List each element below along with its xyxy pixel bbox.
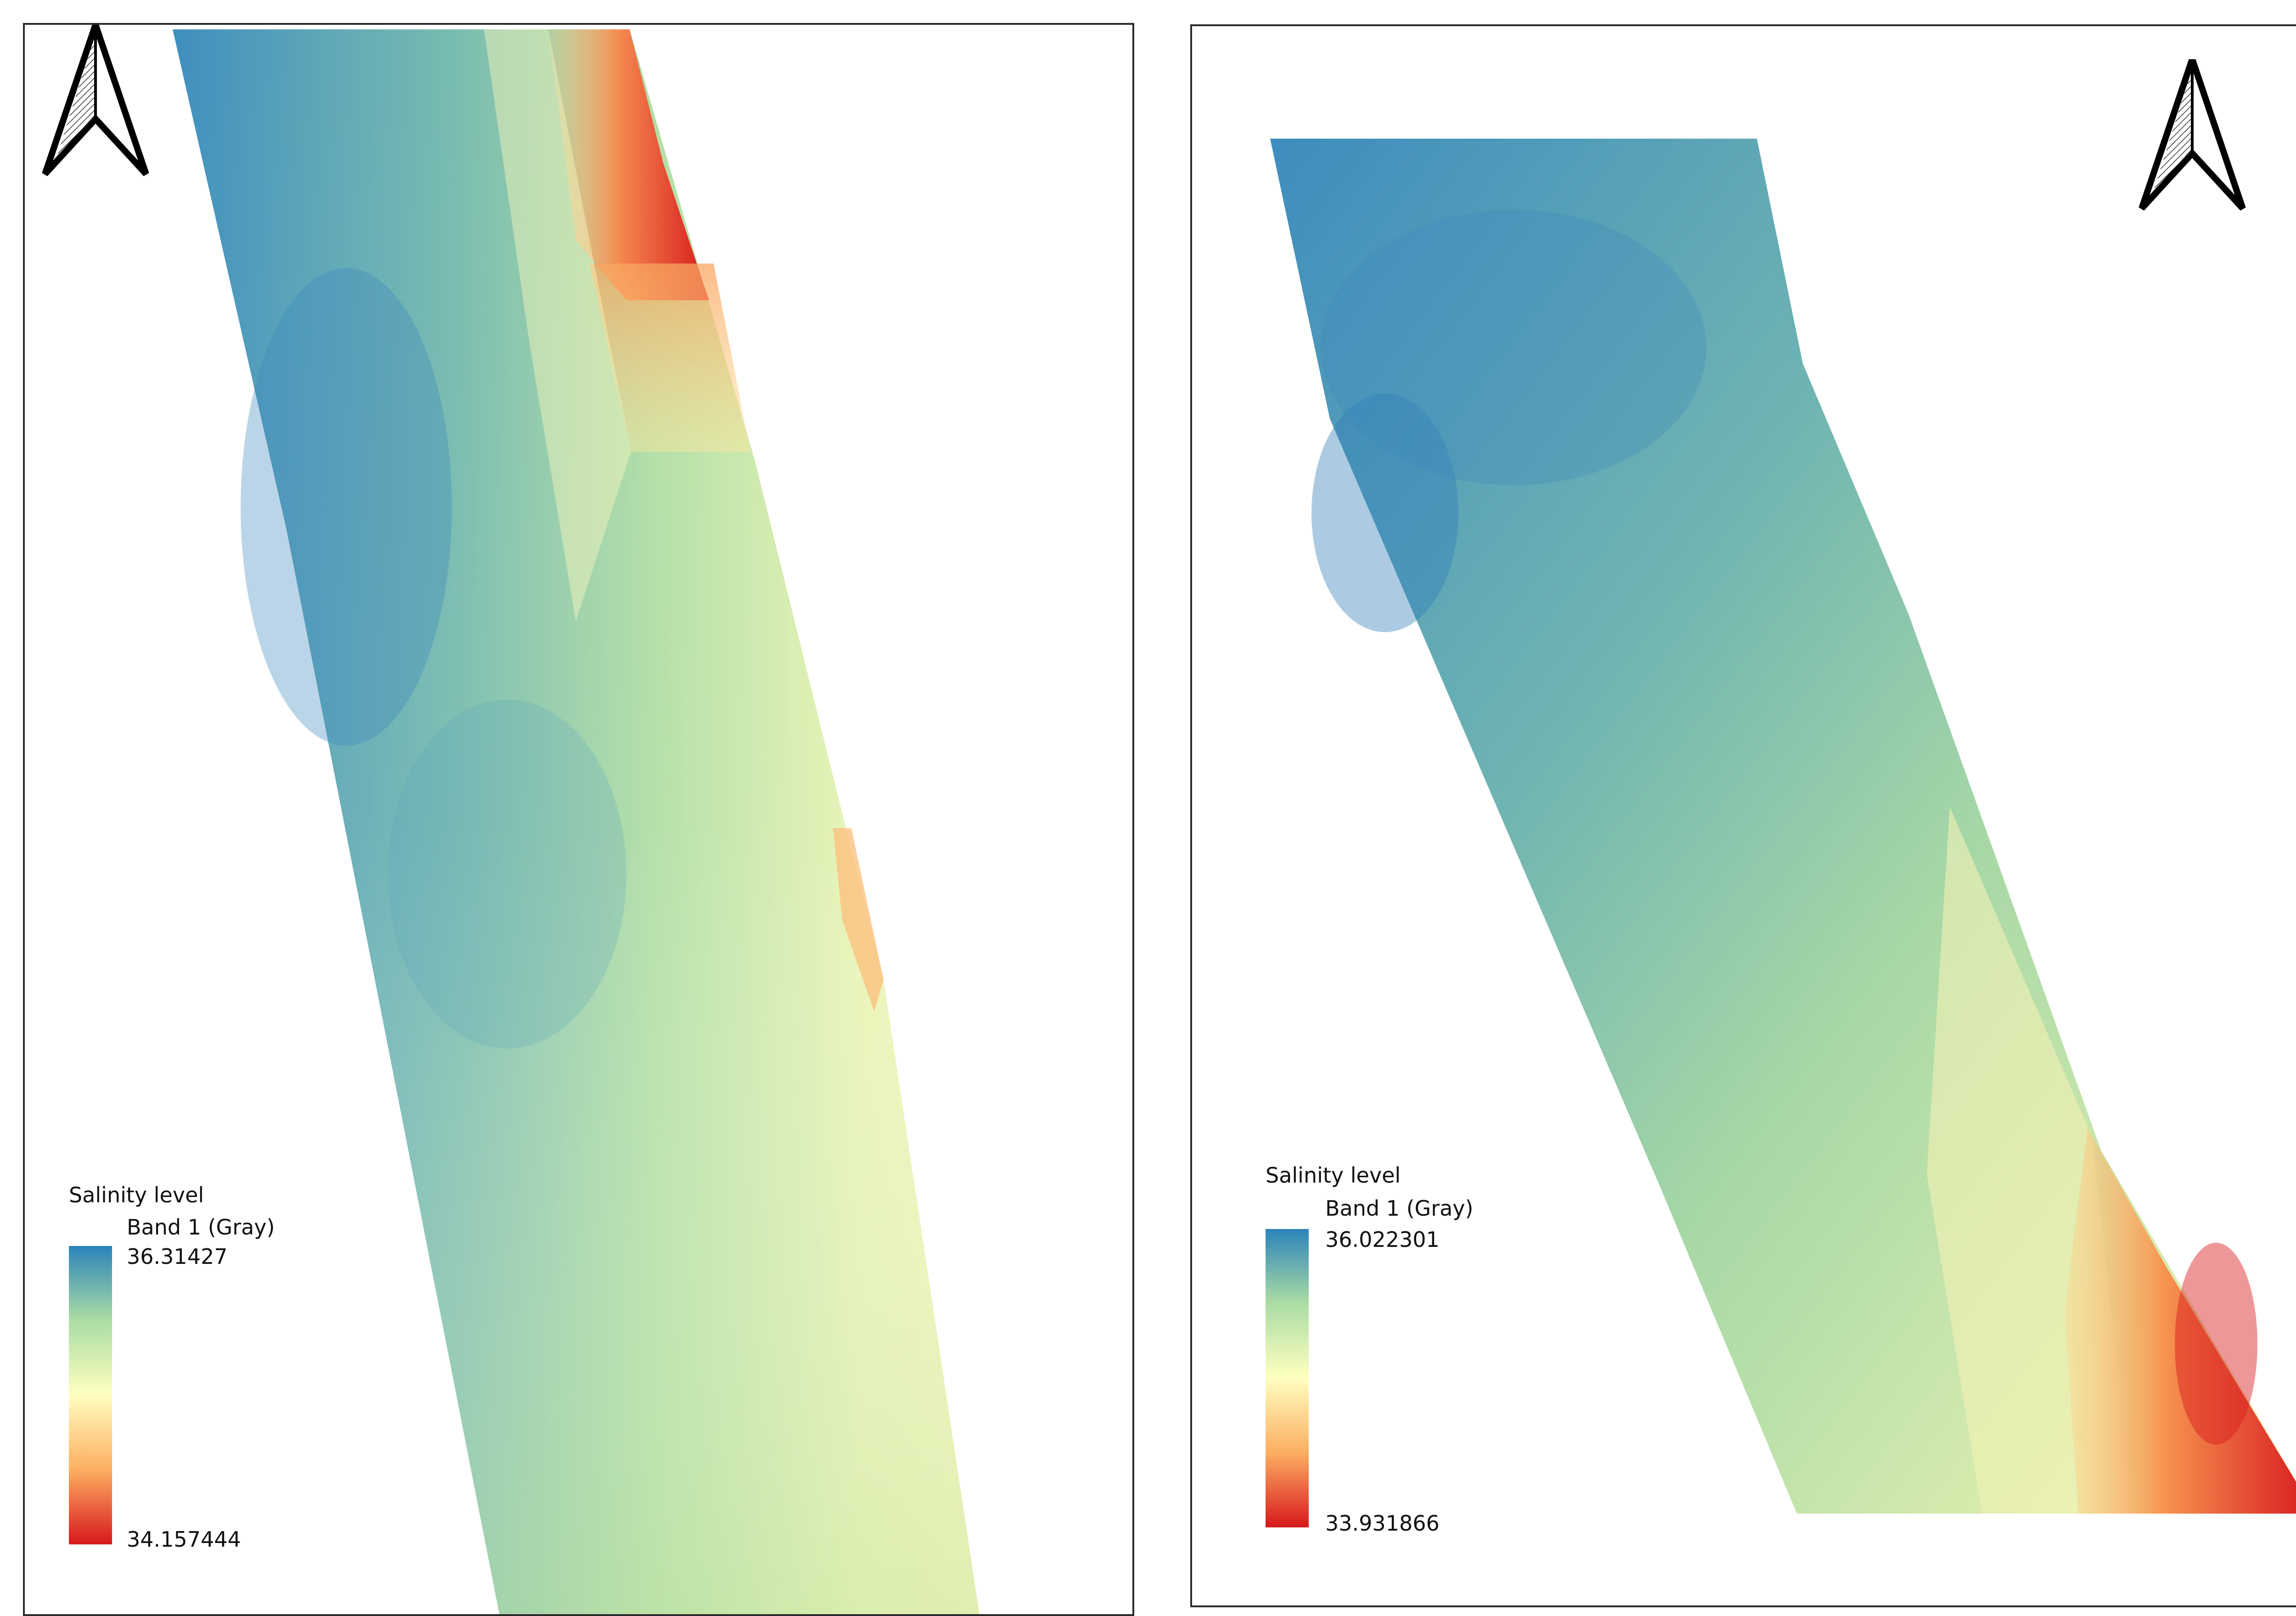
legend-title: Salinity level	[1266, 1163, 1401, 1188]
legend-min-value: 34.157444	[127, 1527, 241, 1552]
legend-title: Salinity level	[69, 1183, 204, 1207]
north-arrow-icon	[42, 25, 149, 176]
legend-color-ramp	[69, 1246, 112, 1544]
legend-color-ramp	[1266, 1229, 1309, 1527]
map-panel-right: Salinity level Band 1 (Gray) 36.022301 3…	[1190, 24, 2296, 1607]
map-panel-left: Salinity level Band 1 (Gray) 36.31427 34…	[23, 23, 1134, 1616]
north-arrow-icon	[2138, 59, 2246, 211]
salinity-raster-left	[173, 29, 979, 1614]
salinity-raster-right	[1270, 139, 2296, 1514]
legend-max-value: 36.31427	[127, 1244, 228, 1269]
legend-min-value: 33.931866	[1325, 1511, 1440, 1536]
legend-band-label: Band 1 (Gray)	[1325, 1196, 1474, 1221]
legend-band-label: Band 1 (Gray)	[127, 1215, 275, 1240]
legend-max-value: 36.022301	[1325, 1227, 1440, 1252]
